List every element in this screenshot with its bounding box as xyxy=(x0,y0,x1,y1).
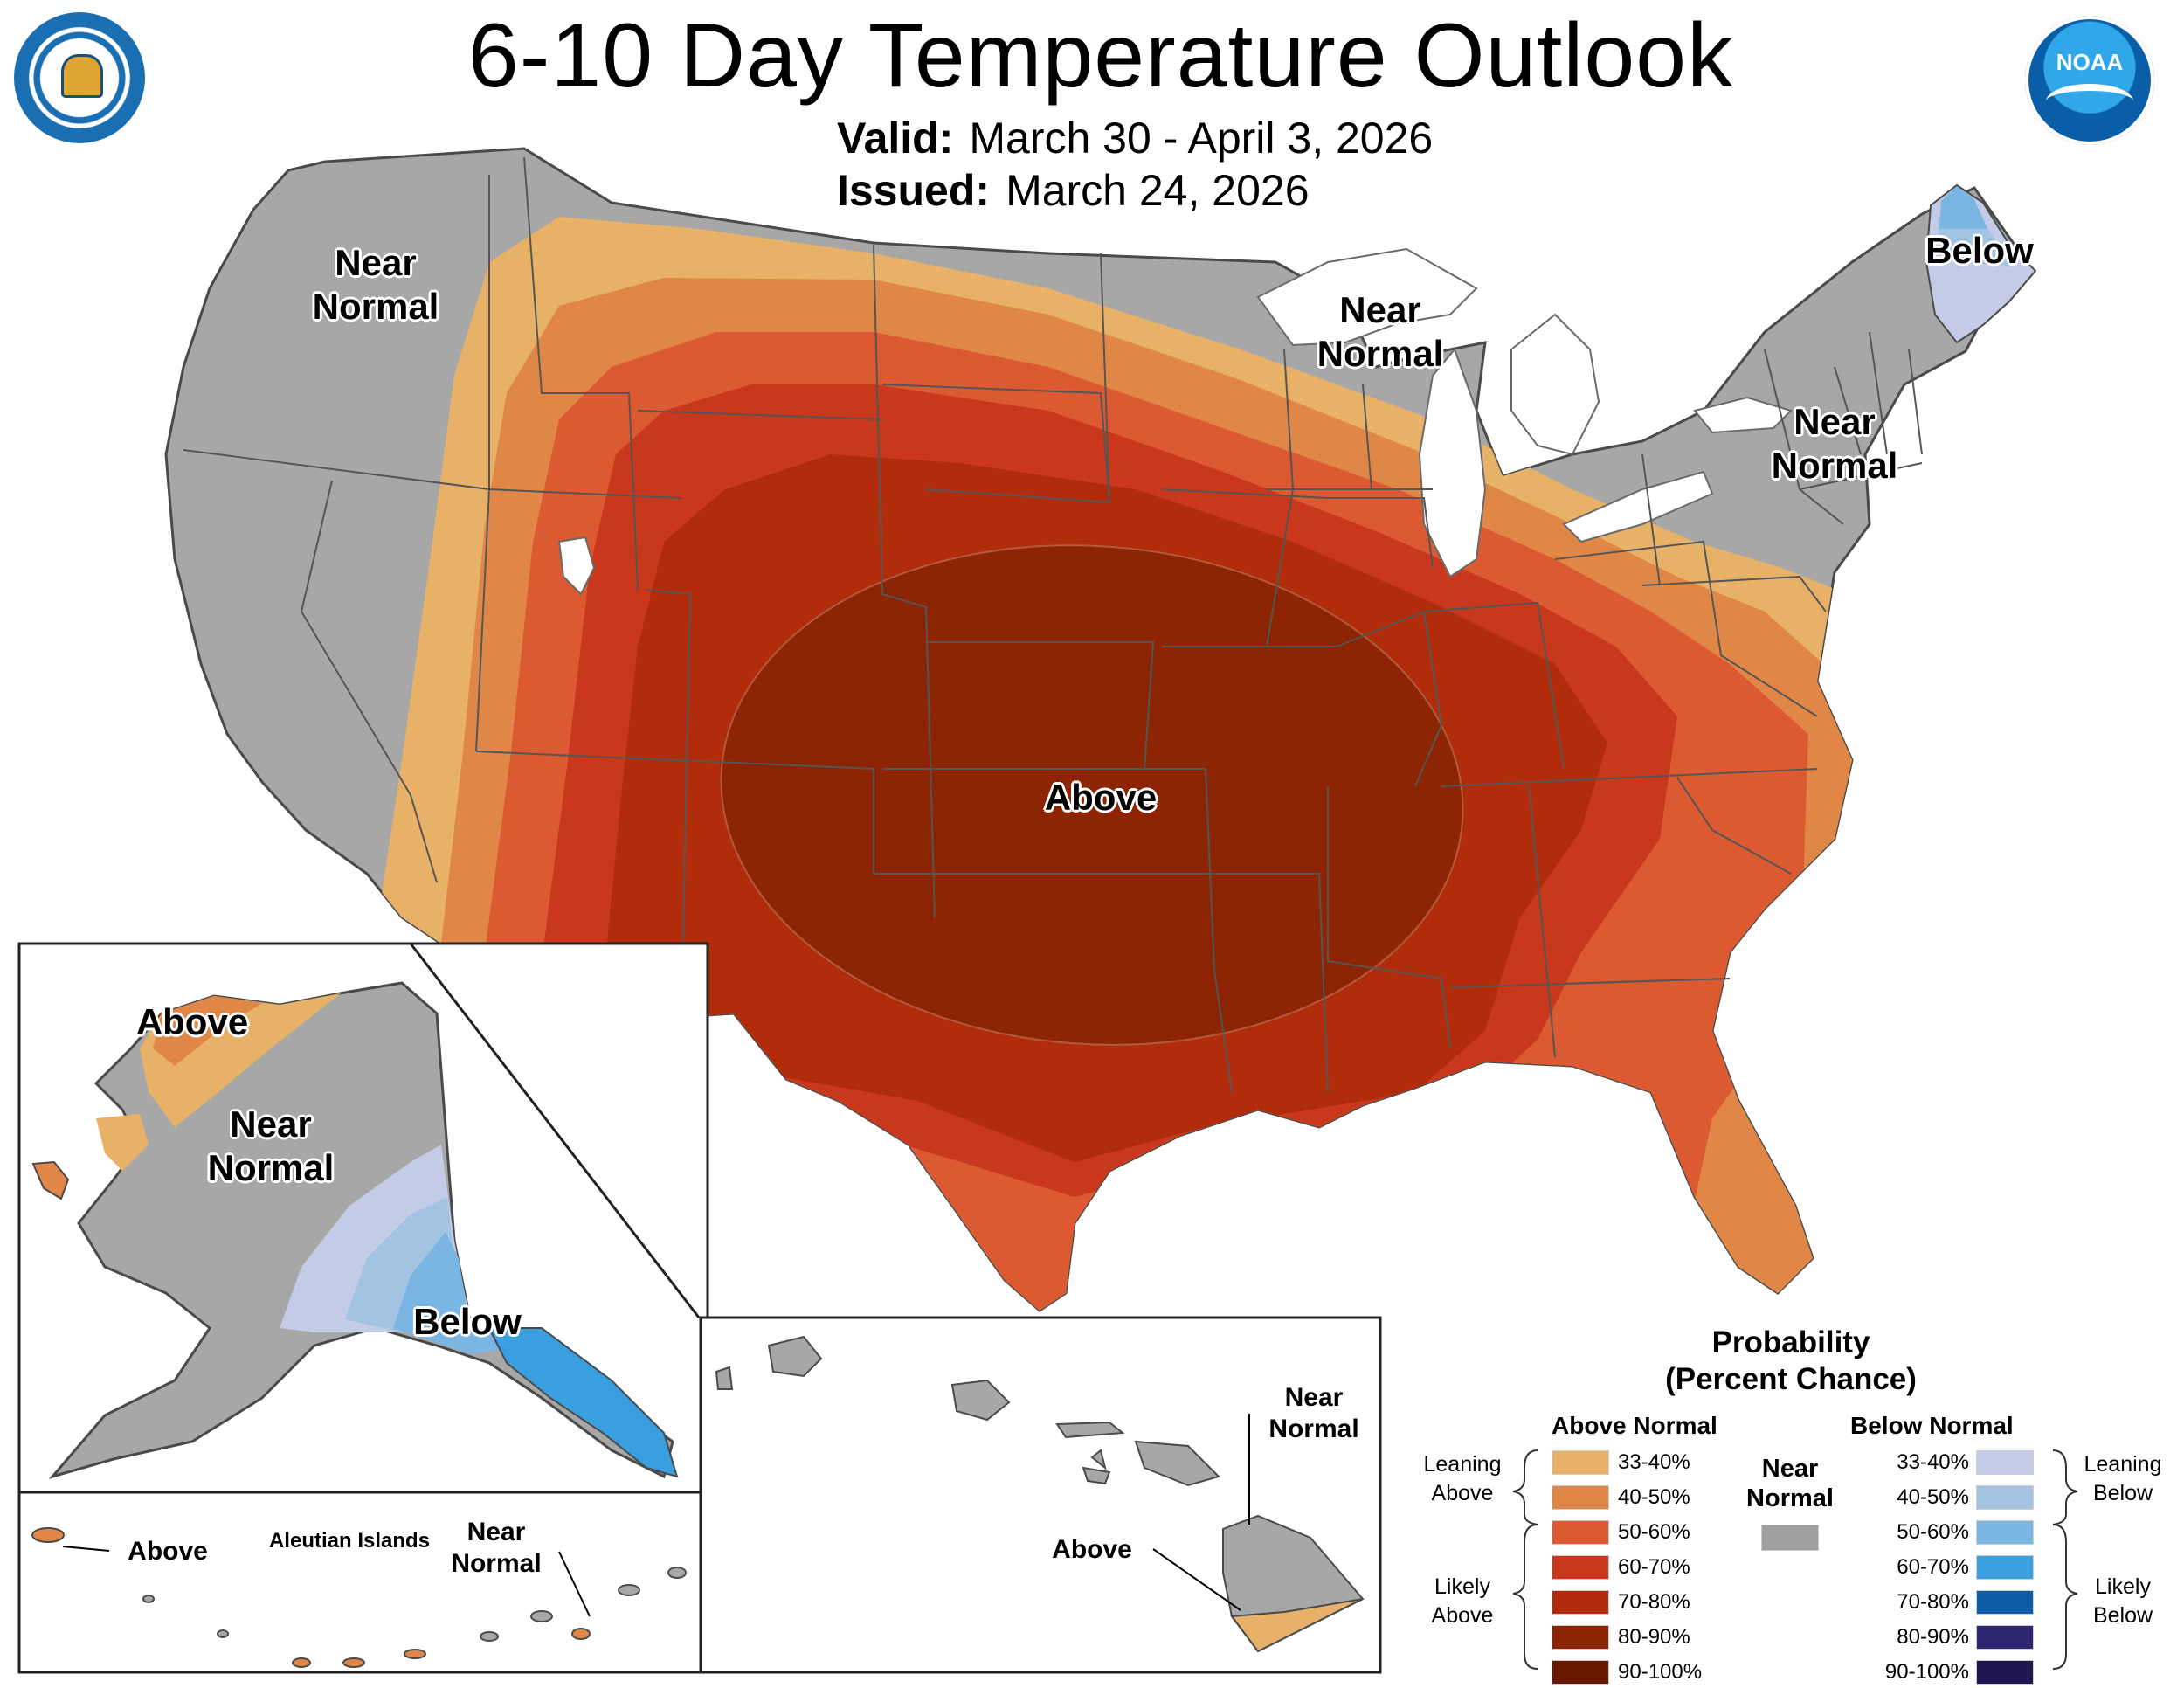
legend-above-header: Above Normal xyxy=(1552,1412,1717,1439)
legend-above-bin-swatch xyxy=(1552,1520,1609,1545)
legend-leaning-above: Leaning Above xyxy=(1423,1452,1502,1505)
aleutian-islands xyxy=(31,1527,687,1668)
legend-below-bin-range-label: 33-40% xyxy=(1897,1450,1969,1474)
label-hawaii-near-normal: Near Normal xyxy=(1268,1383,1359,1443)
noaa-bird-icon xyxy=(2046,84,2133,119)
department-of-commerce-seal-icon xyxy=(14,12,145,143)
legend-above-bin-range-label: 60-70% xyxy=(1618,1555,1690,1579)
noaa-logo-text: NOAA xyxy=(2056,49,2124,75)
label-west-near-normal: Near Normal xyxy=(312,242,439,327)
legend-above-bin-swatch xyxy=(1552,1450,1609,1475)
label-northeast-near-normal: Near Normal xyxy=(1771,401,1898,486)
label-aleutian-islands: Aleutian Islands xyxy=(268,1529,431,1553)
issued-label: Issued: xyxy=(837,166,991,215)
label-alaska-below: Below xyxy=(413,1301,522,1342)
seal-eagle-icon xyxy=(61,54,103,98)
legend-above-bin-swatch xyxy=(1552,1660,1609,1685)
legend-likely-above: Likely Above xyxy=(1431,1574,1494,1628)
legend-above-bin-swatch xyxy=(1552,1555,1609,1580)
legend-brackets xyxy=(1512,1449,2078,1670)
legend-below-bin-swatch xyxy=(1976,1520,2034,1545)
legend-title-line1: Probability xyxy=(1711,1325,1870,1359)
legend-below-bin-range-label: 70-80% xyxy=(1897,1590,1969,1614)
legend-below-bin-range-label: 50-60% xyxy=(1897,1520,1969,1544)
issued-value: March 24, 2026 xyxy=(1006,166,1310,215)
legend-below-header: Below Normal xyxy=(1850,1412,2014,1439)
aleutian-inset-frame xyxy=(17,1491,702,1674)
legend-above-bin-range-label: 40-50% xyxy=(1618,1485,1690,1509)
legend-below-bin-swatch xyxy=(1976,1660,2034,1685)
legend-above-bin-range-label: 70-80% xyxy=(1618,1590,1690,1614)
issued-date-line: Issued: March 24, 2026 xyxy=(837,164,1310,217)
legend-above-bin-range-label: 50-60% xyxy=(1618,1520,1690,1544)
legend-below-bin-swatch xyxy=(1976,1450,2034,1475)
page-title: 6-10 Day Temperature Outlook xyxy=(467,5,1734,107)
label-central-above: Above xyxy=(1044,777,1158,818)
legend-below-bin-range-label: 80-90% xyxy=(1897,1625,1969,1649)
label-great-lakes-near-normal: Near Normal xyxy=(1317,289,1444,374)
hawaiian-islands xyxy=(715,1335,1365,1653)
legend-likely-below: Likely Below xyxy=(2092,1574,2153,1628)
legend-above-bin-range-label: 90-100% xyxy=(1618,1660,1703,1684)
great-lakes xyxy=(557,247,1793,596)
legend-near-normal-label: Near Normal xyxy=(1746,1455,1834,1512)
noaa-logo-icon: NOAA xyxy=(2025,16,2154,145)
label-aleutian-above: Above xyxy=(128,1537,208,1566)
alaska-landmass xyxy=(31,981,679,1479)
contour-above-80-90 xyxy=(720,544,1464,1046)
legend-above-bin-swatch xyxy=(1552,1625,1609,1650)
label-maine-below: Below xyxy=(1925,230,2034,271)
state-borders xyxy=(183,156,1923,1093)
label-hawaii-above: Above xyxy=(1052,1535,1132,1564)
legend-above-bin-swatch xyxy=(1552,1590,1609,1615)
legend-below-bin-range-label: 40-50% xyxy=(1897,1485,1969,1509)
legend-below-bin-swatch xyxy=(1976,1485,2034,1510)
legend-below-bin-swatch xyxy=(1976,1555,2034,1580)
legend-near-normal-swatch xyxy=(1761,1525,1819,1551)
legend-title: Probability (Percent Chance) xyxy=(1581,1325,2001,1398)
label-alaska-near-normal: Near Normal xyxy=(207,1103,335,1188)
valid-label: Valid: xyxy=(837,114,954,163)
legend-below-bin-swatch xyxy=(1976,1625,2034,1650)
legend-title-line2: (Percent Chance) xyxy=(1665,1362,1917,1396)
label-alaska-above: Above xyxy=(135,1001,249,1042)
label-aleutian-near-normal: Near Normal xyxy=(451,1518,542,1578)
valid-value: March 30 - April 3, 2026 xyxy=(969,114,1434,163)
legend-below-bin-range-label: 60-70% xyxy=(1897,1555,1969,1579)
legend-below-bin-swatch xyxy=(1976,1590,2034,1615)
valid-date-line: Valid: March 30 - April 3, 2026 xyxy=(837,112,1433,164)
legend-below-bin-range-label: 90-100% xyxy=(1884,1660,1969,1684)
legend-above-bin-range-label: 80-90% xyxy=(1618,1625,1690,1649)
contour-below-50-60-maine xyxy=(1939,186,1987,229)
legend-above-bin-swatch xyxy=(1552,1485,1609,1510)
legend-leaning-below: Leaning Below xyxy=(2084,1452,2162,1505)
legend-above-bin-range-label: 33-40% xyxy=(1618,1450,1690,1474)
